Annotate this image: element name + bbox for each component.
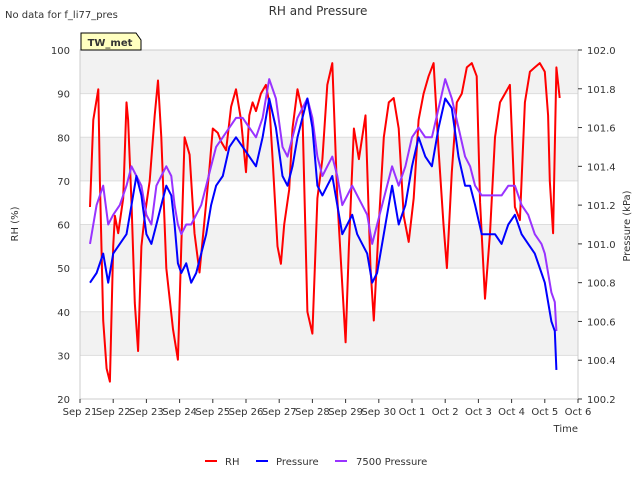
y-tick-label-left: 20: [57, 395, 70, 406]
x-axis-label: Time: [553, 424, 578, 435]
y-tick-label-right: 101.6: [587, 124, 616, 135]
series-line-rh: [89, 62, 561, 383]
band: [80, 355, 578, 399]
legend: RH Pressure 7500 Pressure: [205, 457, 427, 468]
x-tick-label: Oct 1: [399, 407, 426, 418]
y-axis-label-left: RH (%): [10, 206, 21, 241]
series-line-pressure: [89, 97, 558, 370]
y-tick-label-right: 100.6: [587, 317, 616, 328]
band: [80, 224, 578, 269]
y-tick-label-right: 100.4: [587, 356, 616, 367]
y-tick-label-left: 30: [57, 351, 70, 362]
plot-frame: [79, 49, 579, 400]
series-layer: [89, 62, 561, 383]
station-badge-shape: [80, 32, 142, 51]
x-tick-label: Sep 28: [295, 407, 330, 418]
y-tick-label-right: 101.8: [587, 85, 616, 96]
legend-item-pressure: Pressure: [256, 457, 319, 468]
y-tick-label-right: 102.0: [587, 46, 616, 57]
no-data-note: No data for f_li77_pres: [5, 10, 118, 21]
y-tick-label-left: 80: [57, 133, 70, 144]
band: [80, 311, 578, 356]
y-tick-label-left: 40: [57, 308, 70, 319]
x-tick-label: Sep 21: [63, 407, 98, 418]
y-tick-label-left: 70: [57, 177, 70, 188]
chart-title: RH and Pressure: [269, 4, 368, 18]
x-tick-label: Oct 4: [498, 407, 525, 418]
x-tick-label: Sep 30: [361, 407, 396, 418]
legend-label-pressure: Pressure: [276, 457, 319, 468]
x-tick-label: Sep 26: [229, 407, 264, 418]
station-badge: TW_met: [80, 32, 142, 51]
x-tick-label: Sep 24: [162, 407, 197, 418]
x-tick-label: Sep 23: [129, 407, 164, 418]
legend-label-7500-pressure: 7500 Pressure: [356, 457, 427, 468]
station-badge-label: TW_met: [88, 38, 133, 49]
x-tick-label: Sep 29: [328, 407, 363, 418]
x-tick-label: Oct 6: [565, 407, 592, 418]
band: [80, 137, 578, 181]
y-tick-label-right: 100.8: [587, 279, 616, 290]
axis-ticks: 20 30 40 50 60 70 80 90 100 100.2 100.4 100.6 100.8 1…: [51, 46, 616, 418]
band: [80, 268, 578, 312]
y-tick-label-right: 101.4: [587, 162, 616, 173]
x-tick-label: Sep 25: [195, 407, 230, 418]
y-axis-label-right: Pressure (kPa): [622, 190, 633, 261]
y-tick-label-right: 101.2: [587, 201, 616, 212]
x-tick-label: Sep 27: [262, 407, 297, 418]
x-tick-label: Oct 5: [531, 407, 558, 418]
band: [80, 50, 578, 94]
legend-label-rh: RH: [225, 457, 239, 468]
band: [80, 93, 578, 138]
series-line-7500-pressure: [89, 78, 558, 332]
x-tick-label: Oct 3: [465, 407, 492, 418]
y-tick-label-right: 100.2: [587, 395, 616, 406]
y-tick-label-left: 90: [57, 90, 70, 101]
y-tick-label-left: 50: [57, 264, 70, 275]
y-tick-label-right: 101.0: [587, 240, 616, 251]
y-tick-label-left: 60: [57, 221, 70, 232]
legend-item-rh: RH: [205, 457, 239, 468]
x-tick-label: Sep 22: [96, 407, 131, 418]
x-tick-label: Oct 2: [432, 407, 459, 418]
legend-item-7500-pressure: 7500 Pressure: [335, 457, 427, 468]
y-tick-label-left: 100: [51, 46, 70, 57]
